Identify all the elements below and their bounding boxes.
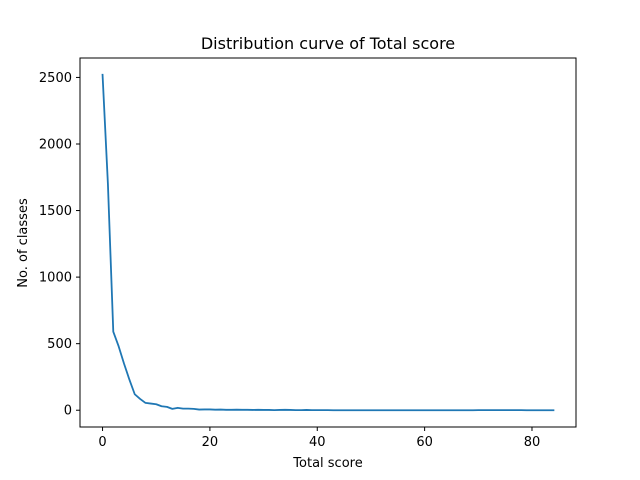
series-line xyxy=(101,73,555,412)
x-tick-label: 20 xyxy=(202,435,219,450)
x-tick-label: 60 xyxy=(416,435,433,450)
axes-frame xyxy=(79,57,577,428)
y-axis-title: No. of classes xyxy=(16,198,31,288)
y-tick-label: 500 xyxy=(47,337,72,352)
y-tick-label: 0 xyxy=(64,404,72,419)
x-tick-label: 40 xyxy=(309,435,326,450)
plot-area xyxy=(79,57,577,428)
x-axis-ticks: 0 20 40 60 80 xyxy=(98,427,540,450)
chart-title: Distribution curve of Total score xyxy=(201,34,455,53)
x-tick-label: 80 xyxy=(524,435,541,450)
y-axis-ticks: 0 500 1000 1500 2000 2500 xyxy=(39,71,80,419)
x-tick-label: 0 xyxy=(98,435,106,450)
y-tick-label: 1000 xyxy=(39,271,72,286)
y-tick-label: 2000 xyxy=(39,137,72,152)
x-axis-title: Total score xyxy=(292,456,362,471)
y-tick-label: 1500 xyxy=(39,204,72,219)
y-tick-label: 2500 xyxy=(39,71,72,86)
